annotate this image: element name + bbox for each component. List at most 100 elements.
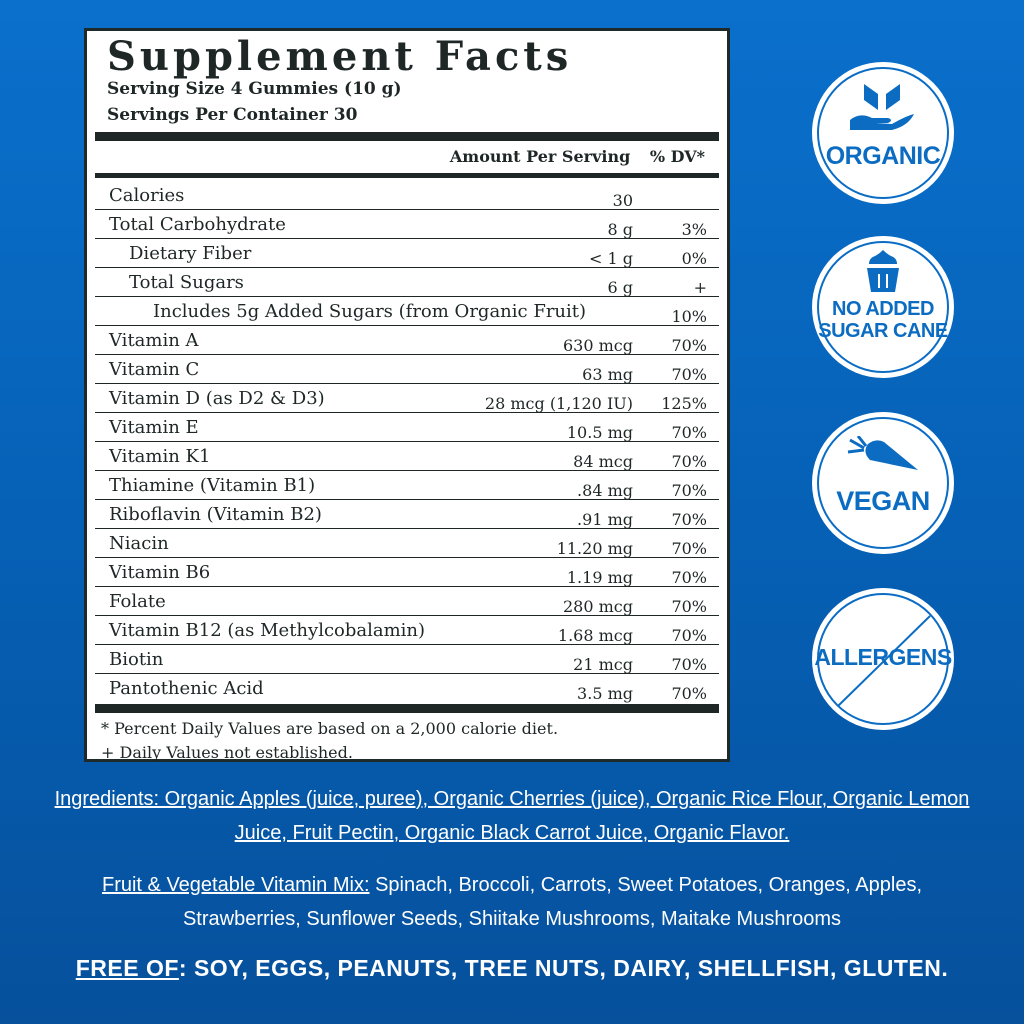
nutrient-amount: .91 mg: [577, 510, 633, 529]
carrot-icon: [847, 436, 918, 470]
badge-organic-text: ORGANIC: [825, 142, 941, 170]
bottom-divider: [95, 704, 719, 713]
prohibited-slash-icon: [837, 615, 931, 707]
nutrient-name: Thiamine (Vitamin B1): [109, 475, 316, 496]
nutrient-amount: < 1 g: [589, 249, 633, 268]
nutrient-dv: 70%: [671, 423, 707, 442]
nutrient-name: Pantothenic Acid: [109, 678, 264, 699]
cupcake-icon: [867, 250, 899, 292]
nutrient-dv: 70%: [671, 336, 707, 355]
nutrient-name: Total Carbohydrate: [109, 214, 286, 235]
nutrient-dv: 70%: [671, 539, 707, 558]
nutrient-name: Calories: [109, 185, 185, 206]
nutrient-amount: 1.19 mg: [566, 568, 633, 587]
nutrient-row: Pantothenic Acid 3.5 mg 70%: [95, 674, 719, 703]
nutrient-name: Includes 5g Added Sugars (from Organic F…: [153, 301, 587, 322]
nutrient-row: Niacin 11.20 mg 70%: [95, 529, 719, 558]
footnote-plus: + Daily Values not established.: [101, 743, 353, 762]
nutrient-amount: 3.5 mg: [577, 684, 633, 703]
nutrient-name: Folate: [109, 591, 166, 612]
nutrient-name: Biotin: [109, 649, 164, 670]
nutrient-row: Vitamin D (as D2 & D3) 28 mcg (1,120 IU) 1…: [95, 384, 719, 413]
nutrient-row: Vitamin B12 (as Methylcobalamin) 1.68 mcg…: [95, 616, 719, 645]
nutrient-dv: 70%: [671, 568, 707, 587]
vitamin-mix-text: Spinach, Broccoli, Carrots, Sweet Potato…: [369, 874, 923, 896]
nutrient-dv: 70%: [671, 481, 707, 500]
nutrient-name: Vitamin C: [109, 359, 200, 380]
badge-organic: ORGANIC: [812, 62, 954, 204]
nutrient-row: Vitamin K1 84 mcg 70%: [95, 442, 719, 471]
vitamin-mix-line-1: Fruit & Vegetable Vitamin Mix: Spinach, …: [0, 868, 1024, 902]
nutrient-dv: +: [693, 278, 707, 297]
nutrient-amount: .84 mg: [577, 481, 633, 500]
badge-vegan: VEGAN: [812, 412, 954, 554]
nutrient-amount: 28 mcg (1,120 IU): [484, 394, 633, 413]
nutrient-amount: 280 mcg: [563, 597, 633, 616]
nutrient-row: Vitamin A 630 mcg 70%: [95, 326, 719, 355]
free-of-text: : SOY, EGGS, PEANUTS, TREE NUTS, DAIRY, …: [178, 955, 949, 981]
nutrient-dv: 0%: [681, 249, 707, 268]
serving-size: Serving Size 4 Gummies (10 g): [107, 79, 402, 99]
amount-header: Amount Per Serving: [449, 147, 631, 166]
nutrient-row: Dietary Fiber < 1 g 0%: [95, 239, 719, 268]
badge-allergens-free: ALLERGENS: [812, 588, 954, 730]
nutrient-row: Thiamine (Vitamin B1) .84 mg 70%: [95, 471, 719, 500]
nutrient-dv: 70%: [671, 365, 707, 384]
badge-no-added-sugar: NO ADDED SUGAR CANE: [812, 236, 954, 378]
badge-allergens-text: ALLERGENS: [814, 644, 952, 670]
servings-per-container: Servings Per Container 30: [107, 105, 358, 125]
badge-no-added-sugar-text: NO ADDED SUGAR CANE: [812, 298, 954, 342]
nutrient-amount: 630 mcg: [563, 336, 633, 355]
badge-line-1: NO ADDED: [832, 298, 934, 320]
badge-vegan-text: VEGAN: [836, 486, 930, 516]
nutrient-name: Niacin: [109, 533, 169, 554]
ingredients-line-1: Ingredients: Organic Apples (juice, pure…: [0, 782, 1024, 816]
nutrient-row: Vitamin B6 1.19 mg 70%: [95, 558, 719, 587]
nutrient-name: Total Sugars: [129, 272, 244, 293]
nutrient-name: Vitamin E: [109, 417, 199, 438]
badge-line-2: SUGAR CANE: [818, 320, 948, 342]
dv-header: % DV*: [649, 147, 705, 166]
nutrient-amount: 21 mcg: [573, 655, 633, 674]
header-divider: [95, 173, 719, 178]
nutrient-row: Vitamin C 63 mg 70%: [95, 355, 719, 384]
nutrient-dv: 70%: [671, 452, 707, 471]
nutrient-row: Total Sugars 6 g +: [95, 268, 719, 297]
nutrient-row: Vitamin E 10.5 mg 70%: [95, 413, 719, 442]
supplement-facts-label: Supplement Facts Serving Size 4 Gummies …: [84, 28, 730, 762]
nutrient-table: Calories 30 Total Carbohydrate 8 g 3% Dietary…: [95, 181, 719, 703]
ingredients-line-2: Juice, Fruit Pectin, Organic Black Carro…: [0, 816, 1024, 850]
vitamin-mix-label: Fruit & Vegetable Vitamin Mix:: [101, 874, 370, 896]
nutrient-name: Vitamin K1: [109, 446, 211, 467]
label-title: Supplement Facts: [107, 33, 573, 80]
nutrient-dv: 70%: [671, 626, 707, 645]
nutrient-dv: 125%: [661, 394, 707, 413]
free-of-statement: FREE OF: SOY, EGGS, PEANUTS, TREE NUTS, …: [0, 955, 1024, 982]
nutrient-name: Riboflavin (Vitamin B2): [109, 504, 322, 525]
nutrient-name: Vitamin B12 (as Methylcobalamin): [109, 620, 426, 641]
footnote-dv: * Percent Daily Values are based on a 2,…: [101, 719, 559, 738]
nutrient-amount: 11.20 mg: [556, 539, 633, 558]
vitamin-mix-line-2: Strawberries, Sunflower Seeds, Shiitake …: [182, 908, 842, 930]
thick-divider: [95, 132, 719, 141]
nutrient-amount: 10.5 mg: [566, 423, 633, 442]
nutrient-amount: 63 mg: [582, 365, 633, 384]
free-of-label: FREE OF: [75, 955, 179, 981]
nutrient-dv: 3%: [681, 220, 707, 239]
nutrient-row: Biotin 21 mcg 70%: [95, 645, 719, 674]
nutrient-row: Includes 5g Added Sugars (from Organic F…: [95, 297, 719, 326]
nutrient-dv: 10%: [671, 307, 707, 326]
column-header: Amount Per Serving % DV*: [436, 147, 705, 166]
nutrient-row: Calories 30: [95, 181, 719, 210]
nutrient-row: Folate 280 mcg 70%: [95, 587, 719, 616]
nutrient-row: Riboflavin (Vitamin B2) .91 mg 70%: [95, 500, 719, 529]
nutrient-name: Vitamin B6: [109, 562, 211, 583]
nutrient-dv: 70%: [671, 655, 707, 674]
nutrient-amount: 30: [612, 191, 633, 210]
nutrient-name: Dietary Fiber: [129, 243, 252, 264]
nutrient-dv: 70%: [671, 597, 707, 616]
nutrient-amount: 8 g: [607, 220, 633, 239]
nutrient-amount: 1.68 mcg: [557, 626, 633, 645]
nutrient-row: Total Carbohydrate 8 g 3%: [95, 210, 719, 239]
nutrient-dv: 70%: [671, 684, 707, 703]
